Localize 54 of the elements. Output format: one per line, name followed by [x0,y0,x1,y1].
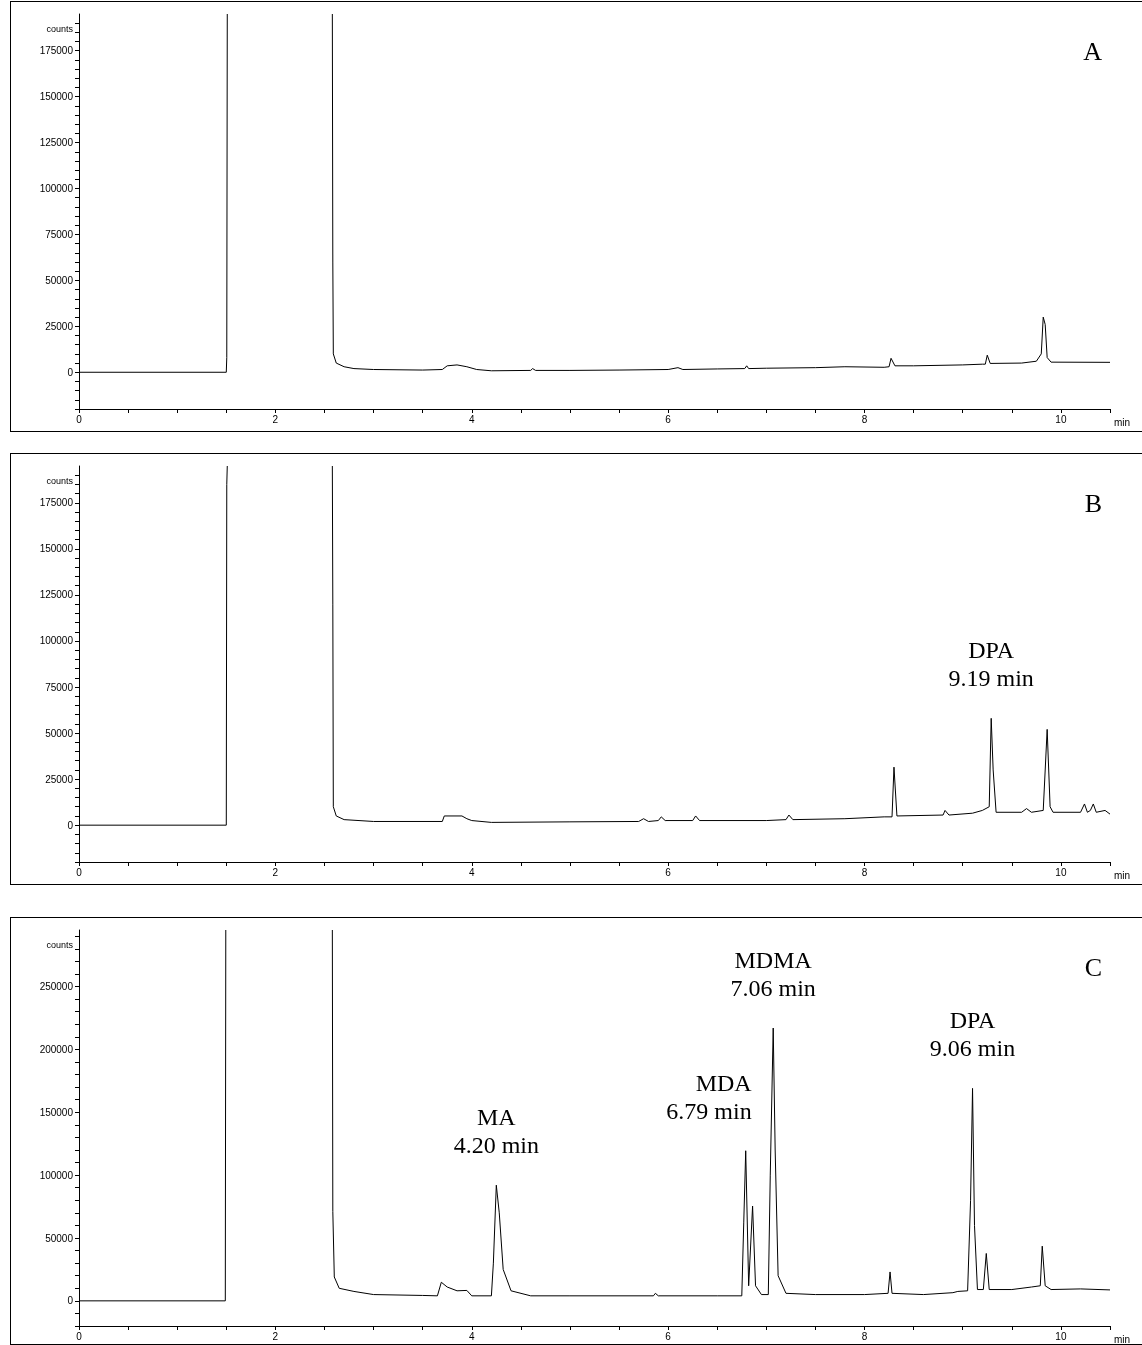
annotation: A [1083,36,1103,66]
y-tick-label: 50000 [45,274,74,286]
y-tick-label: 100000 [39,183,74,195]
x-tick-label: 4 [468,866,475,878]
y-tick-label: 200000 [39,1043,74,1055]
y-tick-label: 150000 [39,543,74,555]
x-axis-title: min [1114,1333,1131,1345]
y-tick-label: 125000 [39,589,74,601]
x-tick-label: 0 [76,1330,83,1342]
x-tick-label: 8 [861,413,868,425]
y-tick-label: 0 [67,366,74,378]
x-tick-label: 8 [861,866,868,878]
y-tick-label: 0 [67,1295,74,1307]
x-tick-label: 6 [665,413,672,425]
y-tick-label: 150000 [39,1106,74,1118]
y-tick-label: 175000 [39,497,74,509]
y-tick-label: 125000 [39,137,74,149]
annotation: MDA 6.79 min [666,1069,753,1124]
x-tick-label: 2 [272,413,279,425]
annotation: DPA 9.06 min [929,1007,1016,1062]
x-axis-title: min [1114,416,1131,428]
y-axis-title: counts [46,475,74,486]
annotation: DPA 9.19 min [948,637,1034,692]
x-tick-label: 10 [1055,1330,1067,1342]
x-tick-label: 6 [665,866,672,878]
x-tick-label: 8 [861,1330,868,1342]
y-tick-label: 150000 [39,91,74,103]
x-tick-label: 4 [468,413,475,425]
y-tick-label: 25000 [45,773,74,785]
y-tick-label: 25000 [45,320,74,332]
annotation: C [1084,952,1102,982]
x-tick-label: 2 [272,1330,279,1342]
y-tick-label: 50000 [45,1232,74,1244]
y-tick-label: 250000 [39,981,74,993]
x-tick-label: 4 [468,1330,475,1342]
x-tick-label: 2 [272,866,279,878]
x-tick-label: 10 [1055,866,1067,878]
x-tick-label: 6 [665,1330,672,1342]
y-tick-label: 50000 [45,727,74,739]
y-tick-label: 0 [67,819,74,831]
y-tick-label: 100000 [39,635,74,647]
x-tick-label: 10 [1055,413,1067,425]
x-tick-label: 0 [76,866,83,878]
y-tick-label: 175000 [39,45,74,57]
y-tick-label: 100000 [39,1169,74,1181]
y-axis-title: counts [46,23,74,34]
annotation: B [1084,488,1102,518]
annotation: MDMA 7.06 min [730,947,816,1002]
x-tick-label: 0 [76,413,83,425]
annotation: MA 4.20 min [453,1104,539,1159]
x-axis-title: min [1114,869,1131,881]
y-tick-label: 75000 [45,228,74,240]
y-axis-title: counts [46,939,74,950]
y-tick-label: 75000 [45,681,74,693]
